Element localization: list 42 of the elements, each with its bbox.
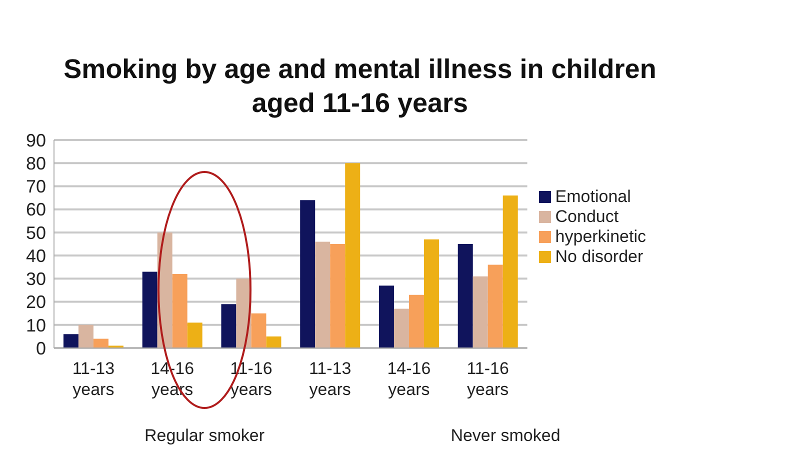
y-tick-label: 80 (26, 154, 46, 174)
y-tick-label: 10 (26, 315, 46, 336)
bar (458, 244, 473, 348)
y-tick-label: 20 (26, 292, 46, 312)
y-tick-label: 70 (26, 176, 46, 197)
bar (488, 264, 503, 348)
bar (142, 272, 158, 348)
y-tick-label: 60 (26, 200, 46, 220)
chart-title: Smoking by age and mental illness in children aged 11-16 years (62, 53, 658, 120)
bar (394, 308, 409, 348)
bar (378, 286, 394, 348)
bar (221, 304, 236, 348)
bar (93, 338, 108, 348)
legend-label: hyperkinetic (555, 226, 646, 246)
text: Never smoked (450, 426, 562, 446)
text: Regular smoker (144, 426, 266, 446)
bar (502, 195, 518, 348)
bar (330, 244, 346, 348)
legend-label: Conduct (555, 206, 619, 226)
bar (345, 163, 360, 348)
bar (172, 274, 188, 348)
bar (300, 200, 316, 348)
x-tick-label: 11-16 years (466, 359, 509, 399)
bar (187, 322, 202, 348)
bar (424, 239, 439, 348)
legend-label: Emotional (555, 186, 631, 206)
bar (63, 334, 78, 348)
x-tick-label: 11-13 years (308, 359, 352, 399)
bar (78, 324, 94, 348)
y-tick-label: 30 (26, 269, 46, 290)
bar (408, 294, 424, 348)
y-tick-label: 40 (26, 246, 46, 266)
bar (266, 336, 282, 348)
x-tick-label: 14-16 years (387, 359, 431, 399)
y-tick-label: 50 (26, 222, 46, 243)
bar (251, 313, 266, 348)
x-tick-label: 11-13 years (72, 359, 115, 399)
bar (472, 276, 488, 348)
y-tick-label: 90 (26, 130, 46, 150)
y-tick-label: 0 (36, 338, 46, 358)
legend-label: No disorder (555, 246, 644, 266)
bar (315, 242, 330, 348)
